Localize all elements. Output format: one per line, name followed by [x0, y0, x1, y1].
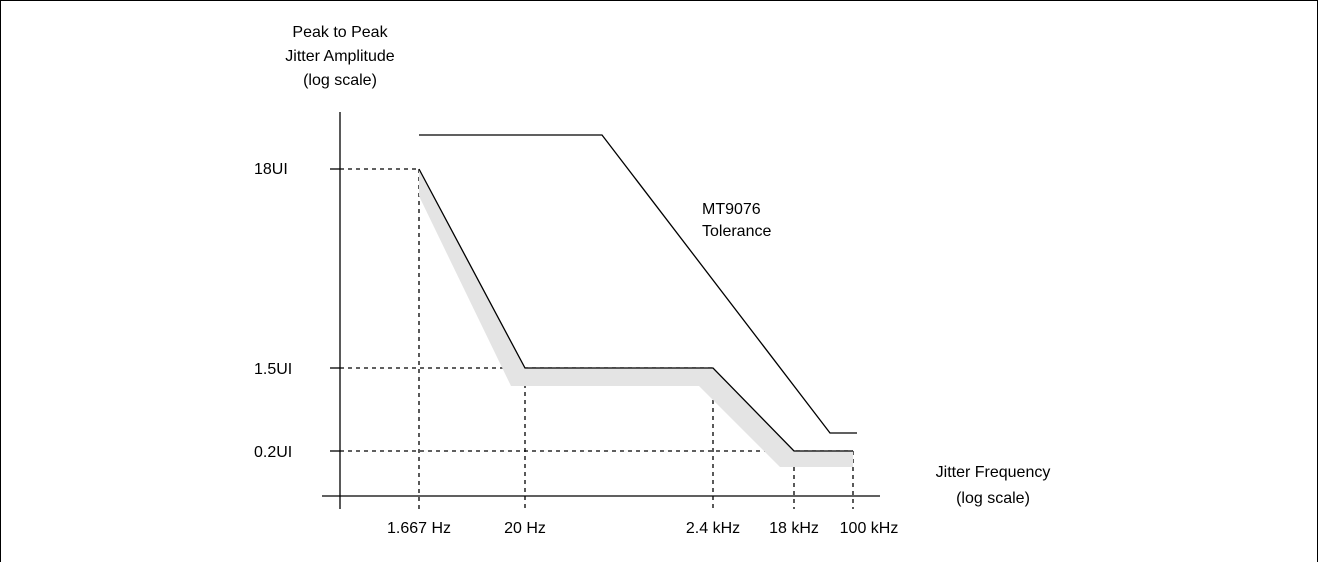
y-tick-label-1-5ui: 1.5UI	[254, 361, 292, 378]
mt9076-label-line-2: Tolerance	[702, 223, 771, 240]
mask-shading-band	[419, 169, 853, 467]
mt9076-label-line-1: MT9076	[702, 201, 761, 218]
x-axis-title-line-2: (log scale)	[956, 490, 1030, 507]
x-tick-label-18khz: 18 kHz	[769, 520, 819, 537]
x-tick-label-100khz: 100 kHz	[840, 520, 899, 537]
x-tick-label-20hz: 20 Hz	[504, 520, 546, 537]
y-axis-title-line-3: (log scale)	[303, 72, 377, 89]
mask-line	[418, 168, 853, 452]
y-tick-label-18ui: 18UI	[254, 161, 288, 178]
y-axis-title-line-1: Peak to Peak	[292, 24, 388, 41]
x-tick-label-2-4khz: 2.4 kHz	[686, 520, 740, 537]
y-axis-title-line-2: Jitter Amplitude	[285, 48, 394, 65]
y-axis-title: Peak to Peak Jitter Amplitude (log scale…	[285, 24, 394, 89]
x-axis-title-line-1: Jitter Frequency	[936, 464, 1051, 481]
x-tick-label-1-667hz: 1.667 Hz	[387, 520, 451, 537]
mt9076-tolerance-line	[419, 134, 857, 434]
y-tick-label-0-2ui: 0.2UI	[254, 444, 292, 461]
